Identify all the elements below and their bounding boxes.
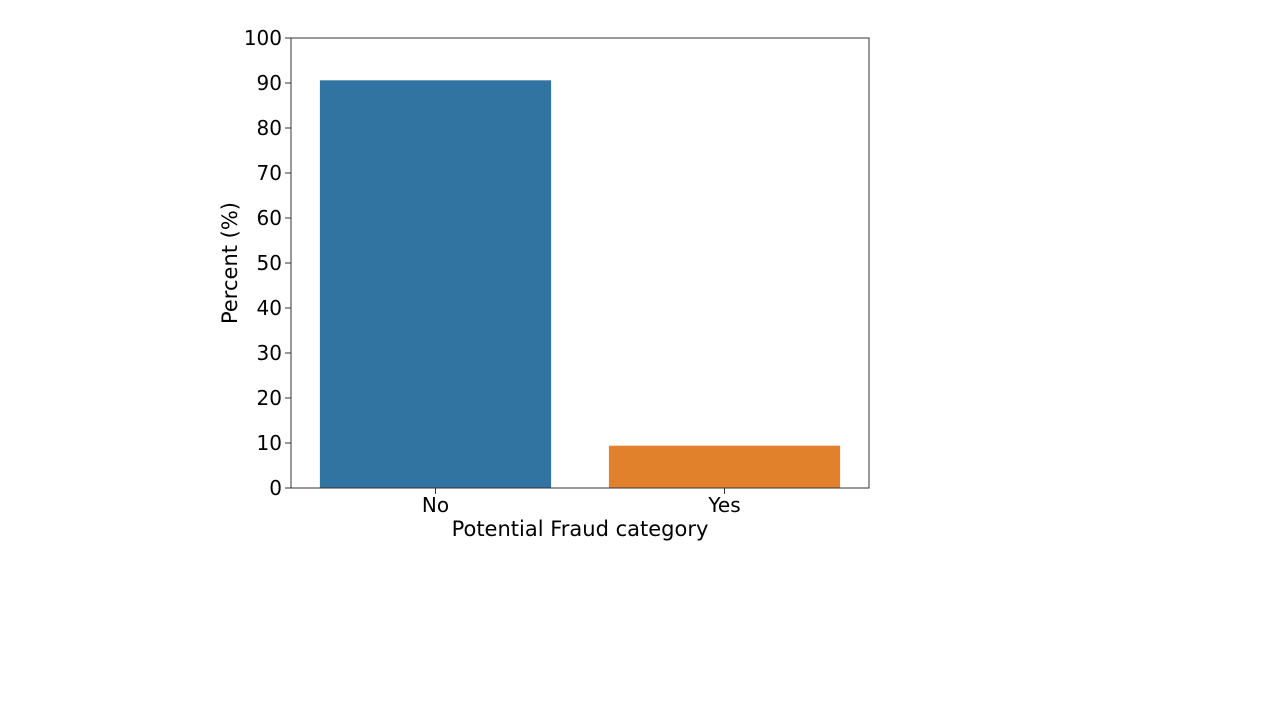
x-tick-label: No [422,493,449,517]
x-axis-label: Potential Fraud category [452,517,709,541]
bar-no [319,80,552,489]
y-tick-label: 70 [257,161,282,185]
y-tick-label: 40 [257,296,282,320]
bars-group [319,80,841,489]
y-tick-label: 20 [257,386,282,410]
y-tick-label: 0 [269,476,282,500]
y-tick-label: 60 [257,206,282,230]
x-tick-label: Yes [707,493,740,517]
y-axis-ticks: 0 10 20 30 40 50 60 70 80 90 100 [244,26,291,500]
x-axis-ticks: No Yes [422,488,741,517]
y-tick-label: 80 [257,116,282,140]
y-tick-label: 90 [257,71,282,95]
y-tick-label: 50 [257,251,282,275]
y-tick-label: 10 [257,431,282,455]
y-tick-label: 30 [257,341,282,365]
y-axis-label: Percent (%) [218,202,242,324]
y-tick-label: 100 [244,26,282,50]
bar-yes [608,445,841,488]
